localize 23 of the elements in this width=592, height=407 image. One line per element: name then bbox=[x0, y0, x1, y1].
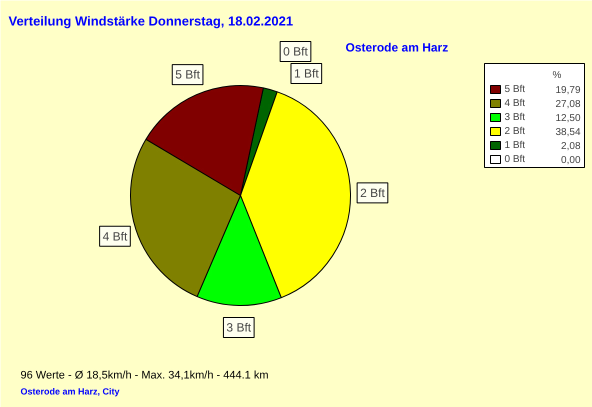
data-label: 12,50 bbox=[555, 113, 581, 124]
category-label: 0 Bft bbox=[283, 44, 308, 58]
legend-label: 0 Bft bbox=[504, 154, 526, 165]
slice-label: 3 Bft bbox=[226, 320, 252, 334]
legend-label: 4 Bft bbox=[504, 98, 526, 109]
legend-title: % bbox=[552, 70, 562, 81]
text: 0,00 bbox=[561, 155, 581, 166]
legend-label: 5 Bft bbox=[504, 84, 526, 95]
legend-label: 3 Bft bbox=[504, 112, 526, 123]
slice-label: 5 Bft bbox=[175, 68, 201, 82]
chart-title: Verteilung Windstärke Donnerstag, 18.02.2021 bbox=[8, 14, 294, 28]
data-label: 27,08 bbox=[555, 99, 581, 110]
slice-label: 1 Bft bbox=[294, 66, 320, 80]
data-label: 2,08 bbox=[561, 141, 581, 152]
legend-label: 2 Bft bbox=[504, 126, 526, 137]
legend-label: 1 Bft bbox=[504, 140, 526, 151]
data-label: 19,79 bbox=[555, 85, 581, 96]
chart-subtitle: Osterode am Harz bbox=[346, 40, 448, 54]
text: Osterode am Harz, City bbox=[20, 386, 120, 396]
text: 96 Werte - Ø 18,5km/h - Max. 34,1km/h - 444.1 km bbox=[20, 370, 268, 382]
data-label: 38,54 bbox=[555, 127, 581, 138]
slice-label: 4 Bft bbox=[102, 229, 128, 244]
slice-label: 2 Bft bbox=[360, 186, 386, 200]
